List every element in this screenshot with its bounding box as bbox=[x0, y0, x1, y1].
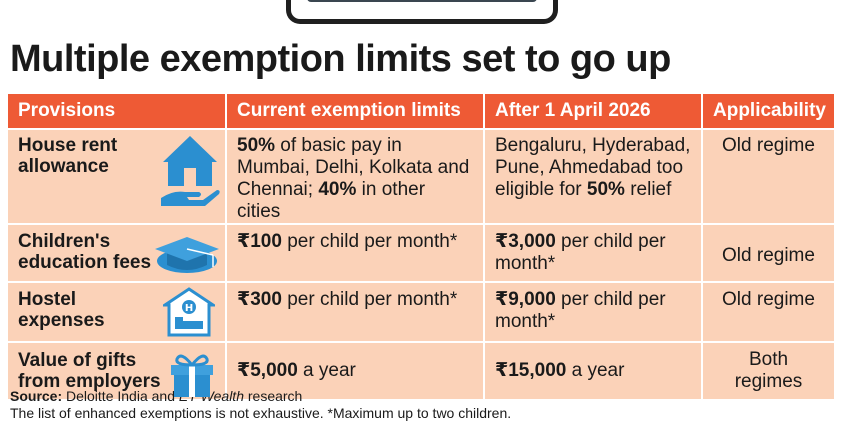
current-text-1: per child per month* bbox=[281, 289, 458, 310]
graduation-cap-icon bbox=[155, 237, 219, 273]
applicability-cell: Old regime bbox=[702, 128, 834, 224]
after-highlight-1: ₹9,000 bbox=[495, 289, 556, 310]
provision-cell: Value of gifts from employers bbox=[8, 341, 227, 399]
table-row: Children's education fees ₹100 per child… bbox=[8, 223, 834, 282]
applicability-cell: Old regime bbox=[702, 281, 834, 342]
provision-label: Hostel expenses bbox=[18, 289, 105, 331]
provision-label: House rent allowance bbox=[18, 135, 118, 177]
current-text-2: in other cities bbox=[237, 179, 426, 222]
source-text: Deloitte India and bbox=[62, 388, 179, 404]
table-header-row: Provisions Current exemption limits Afte… bbox=[8, 94, 834, 129]
source-text-end: research bbox=[243, 388, 303, 404]
applicability-cell: Old regime bbox=[702, 223, 834, 282]
header-current-limits: Current exemption limits bbox=[226, 94, 485, 129]
current-highlight-1: ₹300 bbox=[237, 289, 282, 310]
after-text-1: per child per month* bbox=[495, 231, 666, 274]
after-text-2: relief bbox=[624, 179, 672, 200]
gift-box-icon bbox=[171, 354, 213, 397]
device-screen bbox=[307, 0, 537, 2]
footer: Source: Deloitte India and ET Wealth res… bbox=[10, 388, 511, 422]
current-highlight-1: ₹5,000 bbox=[237, 360, 298, 381]
footnote: The list of enhanced exemptions is not e… bbox=[10, 405, 512, 421]
after-text-1: a year bbox=[566, 360, 625, 381]
current-limit-cell: 50% of basic pay in Mumbai, Delhi, Kolka… bbox=[226, 128, 485, 224]
exemptions-table: Provisions Current exemption limits Afte… bbox=[8, 94, 834, 399]
after-limit-cell: Bengaluru, Hyderabad, Pune, Ahmedabad to… bbox=[484, 128, 703, 224]
provision-cell: Hostel expenses H bbox=[8, 281, 227, 342]
headline: Multiple exemption limits set to go up bbox=[10, 38, 671, 80]
current-limit-cell: ₹300 per child per month* bbox=[226, 281, 485, 342]
source-line: Source: Deloitte India and ET Wealth res… bbox=[10, 388, 511, 405]
applicability-cell: Both regimes bbox=[702, 341, 834, 399]
provision-label: Value of gifts from employers bbox=[18, 350, 161, 392]
hostel-bed-icon: H bbox=[163, 287, 215, 337]
table-row: House rent allowance 50% of basic pay in… bbox=[8, 128, 834, 224]
current-highlight-1: 50% bbox=[237, 135, 276, 156]
current-text-1: per child per month* bbox=[281, 231, 458, 252]
after-text-1: per child per month* bbox=[495, 289, 666, 332]
after-highlight-1: ₹15,000 bbox=[495, 360, 567, 381]
after-limit-cell: ₹9,000 per child per month* bbox=[484, 281, 703, 342]
current-limit-cell: ₹5,000 a year bbox=[226, 341, 485, 399]
source-label: Source: bbox=[10, 388, 63, 404]
header-applicability: Applicability bbox=[702, 94, 834, 129]
current-text-1: a year bbox=[297, 360, 356, 381]
current-highlight-1: ₹100 bbox=[237, 231, 282, 252]
current-limit-cell: ₹100 per child per month* bbox=[226, 223, 485, 282]
after-highlight-1: ₹3,000 bbox=[495, 231, 556, 252]
after-highlight-1: 50% bbox=[586, 179, 625, 200]
current-highlight-2: 40% bbox=[318, 179, 357, 200]
svg-text:H: H bbox=[185, 303, 193, 314]
header-after-april-2026: After 1 April 2026 bbox=[484, 94, 703, 129]
table-row: Value of gifts from employers ₹5,000 a y… bbox=[8, 341, 834, 399]
after-limit-cell: ₹15,000 a year bbox=[484, 341, 703, 399]
table-row: Hostel expenses H ₹300 per child per mon… bbox=[8, 281, 834, 342]
provision-cell: Children's education fees bbox=[8, 223, 227, 282]
after-limit-cell: ₹3,000 per child per month* bbox=[484, 223, 703, 282]
provision-label: Children's education fees bbox=[18, 231, 152, 273]
after-text-1: Bengaluru, Hyderabad, Pune, Ahmedabad to… bbox=[495, 135, 691, 200]
current-text-1: of basic pay in Mumbai, Delhi, Kolkata a… bbox=[237, 135, 470, 200]
applicability-label: Both regimes bbox=[734, 349, 803, 392]
header-provisions: Provisions bbox=[8, 94, 227, 129]
provision-cell: House rent allowance bbox=[8, 128, 227, 224]
house-in-hand-icon bbox=[161, 136, 220, 206]
device-illustration bbox=[286, 0, 558, 24]
applicability-label: Old regime bbox=[722, 245, 815, 266]
